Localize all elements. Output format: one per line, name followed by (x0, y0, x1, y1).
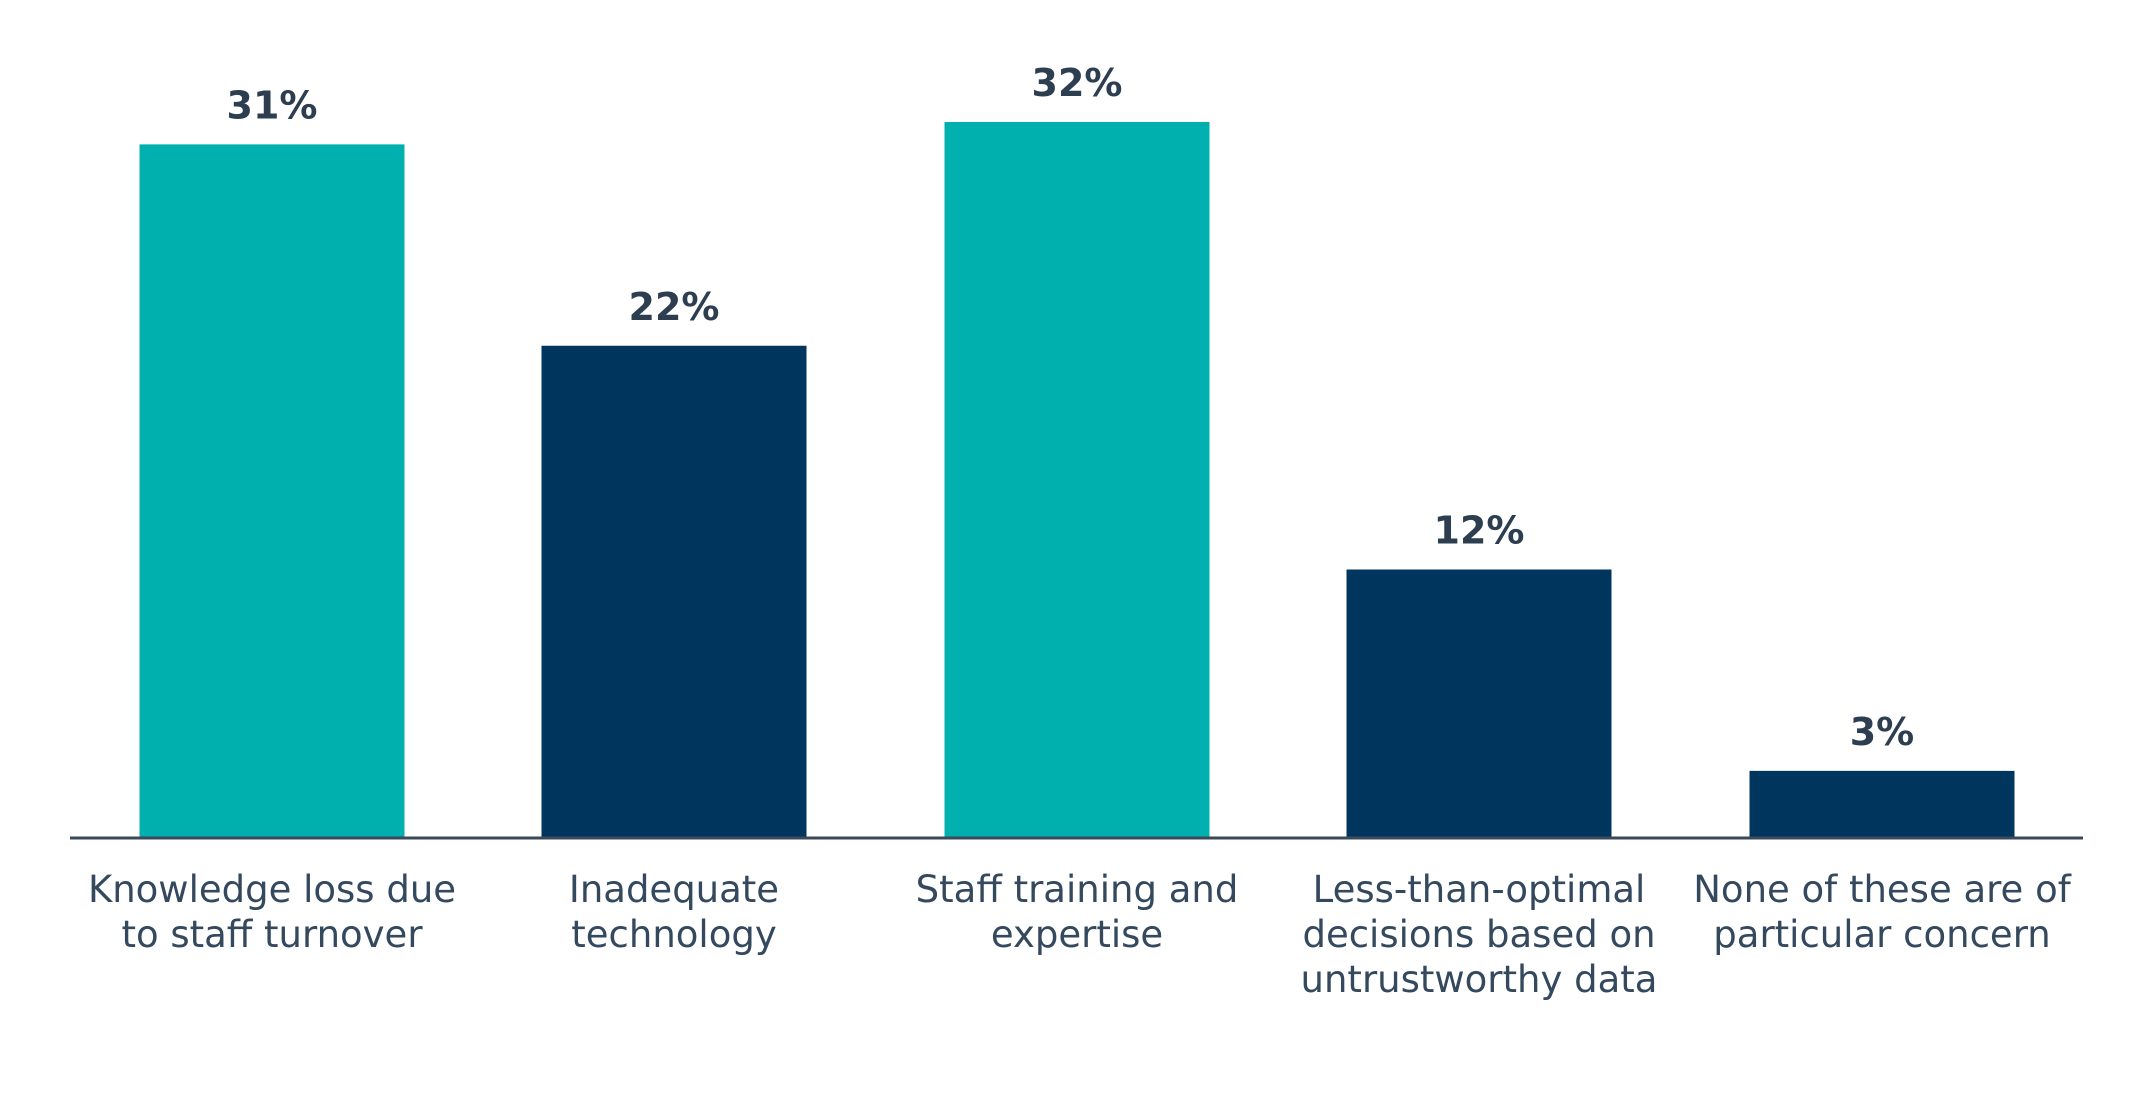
category-label-1: Knowledge loss due to staff turnover (88, 868, 456, 956)
category-label-line: Less-than-optimal (1313, 868, 1646, 911)
category-label-line: Inadequate (569, 868, 779, 911)
category-label-line: decisions based on (1302, 913, 1655, 956)
bar-4 (1346, 569, 1612, 838)
bar-1 (139, 144, 405, 838)
category-label-4: Less-than-optimal decisions based on untru… (1301, 868, 1658, 1001)
bar-value-label-2: 22% (629, 285, 720, 329)
category-label-line: Knowledge loss due (88, 868, 456, 911)
category-labels-layer: Knowledge loss due to staff turnover Inade… (88, 868, 2072, 1001)
bar-value-label-4: 12% (1434, 509, 1525, 553)
bar-value-label-1: 31% (227, 83, 318, 127)
category-label-line: technology (571, 913, 776, 956)
bar-value-label-5: 3% (1850, 710, 1915, 754)
category-label-3: Staff training and expertise (916, 868, 1239, 956)
value-labels-layer: 31% 22% 32% 12% 3% (227, 61, 1915, 754)
category-label-line: to staff turnover (121, 913, 423, 956)
category-label-line: particular concern (1713, 913, 2050, 956)
bar-5 (1749, 770, 2015, 838)
category-label-line: Staff training and (916, 868, 1239, 911)
bar-3 (944, 122, 1210, 838)
category-label-2: Inadequate technology (569, 868, 779, 956)
bar-value-label-3: 32% (1032, 61, 1123, 105)
bars-layer (139, 122, 2015, 838)
bar-2 (541, 345, 807, 838)
category-label-5: None of these are of particular concern (1693, 868, 2071, 956)
category-label-line: None of these are of (1693, 868, 2071, 911)
category-label-line: untrustworthy data (1301, 958, 1658, 1001)
category-label-line: expertise (991, 913, 1163, 956)
